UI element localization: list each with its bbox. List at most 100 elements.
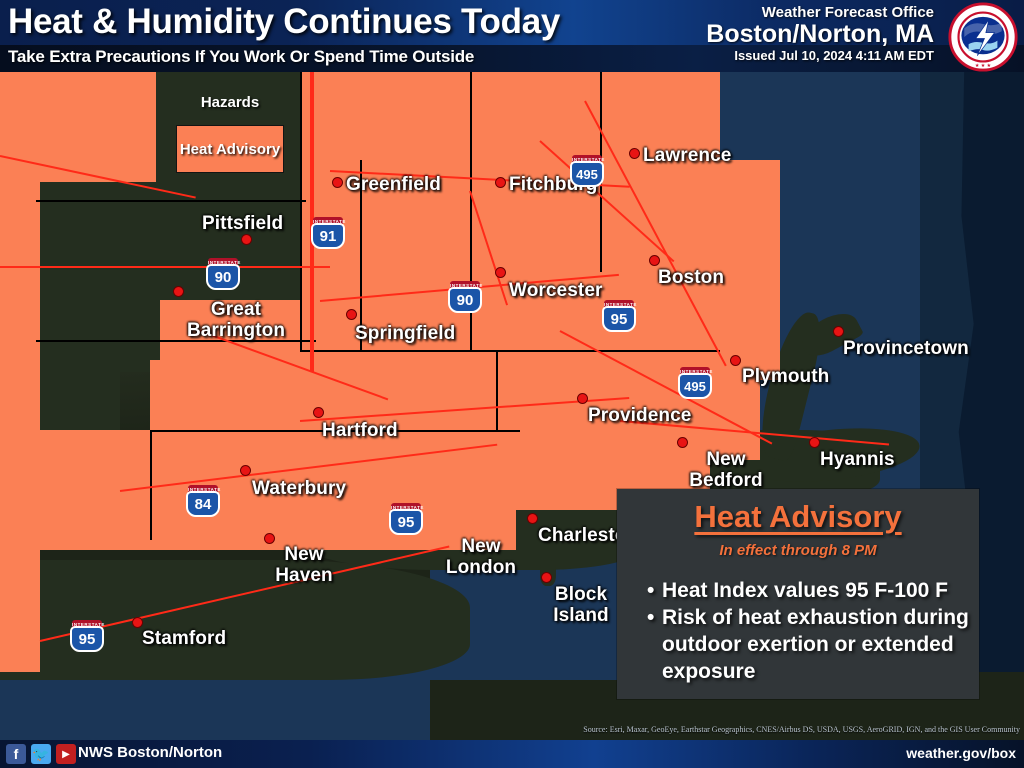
- city-label: Waterbury: [252, 478, 347, 499]
- city-label: Lawrence: [643, 145, 732, 166]
- city-dot: [241, 466, 250, 475]
- city-label: Block Island: [553, 584, 609, 626]
- city-dot: [333, 178, 342, 187]
- city-dot: [133, 618, 142, 627]
- city-label: New Bedford: [689, 449, 763, 491]
- office-name: Boston/Norton, MA: [706, 20, 934, 48]
- city-label: Pittsfield: [202, 213, 284, 234]
- city-label: Hyannis: [820, 449, 895, 470]
- social-icons: f 🐦 ▶: [6, 744, 76, 764]
- city-label: Providence: [588, 405, 692, 426]
- city-label: Greenfield: [346, 174, 441, 195]
- interstate-shield-icon: INTERSTATE 90: [448, 281, 482, 313]
- interstate-shield-icon: INTERSTATE 84: [186, 485, 220, 517]
- city-dot: [265, 534, 274, 543]
- shield-banner: INTERSTATE: [313, 217, 346, 226]
- shield-number: 90: [206, 264, 240, 290]
- shield-banner: INTERSTATE: [72, 620, 105, 629]
- shield-banner: INTERSTATE: [604, 300, 637, 309]
- border-county-g: [360, 160, 362, 350]
- city-dot: [496, 268, 505, 277]
- twitter-icon[interactable]: 🐦: [31, 744, 51, 764]
- shield-number: 95: [389, 509, 423, 535]
- city-dot: [834, 327, 843, 336]
- interstate-shield-icon: INTERSTATE 95: [602, 300, 636, 332]
- shield-number: 95: [602, 306, 636, 332]
- city-dot: [810, 438, 819, 447]
- advisory-info-panel: Heat Advisory In effect through 8 PM Hea…: [617, 489, 979, 699]
- city-label: New London: [445, 536, 517, 578]
- border-ct-ri: [496, 352, 498, 432]
- city-dot: [630, 149, 639, 158]
- page-subtitle: Take Extra Precautions If You Work Or Sp…: [8, 47, 475, 66]
- footer-url[interactable]: weather.gov/box: [906, 745, 1016, 761]
- interstate-shield-icon: INTERSTATE 90: [206, 258, 240, 290]
- advisory-bullet-list: Heat Index values 95 F-100 FRisk of heat…: [647, 577, 979, 685]
- city-label: Provincetown: [843, 338, 969, 359]
- advisory-area-west: [0, 72, 40, 672]
- advisory-subhead: In effect through 8 PM: [719, 542, 877, 559]
- youtube-icon[interactable]: ▶: [56, 744, 76, 764]
- interstate-shield-icon: INTERSTATE 91: [311, 217, 345, 249]
- shield-number: 91: [311, 223, 345, 249]
- issued-timestamp: Issued Jul 10, 2024 4:11 AM EDT: [734, 48, 934, 63]
- city-dot: [578, 394, 587, 403]
- footer-account[interactable]: NWS Boston/Norton: [78, 744, 223, 761]
- shield-number: 84: [186, 491, 220, 517]
- shield-banner: INTERSTATE: [391, 503, 424, 512]
- shield-number: 95: [70, 626, 104, 652]
- footer-bar: f 🐦 ▶ NWS Boston/Norton weather.gov/box: [0, 740, 1024, 768]
- border-county-f: [150, 430, 152, 540]
- svg-text:★ ★ ★: ★ ★ ★: [975, 63, 992, 69]
- facebook-icon[interactable]: f: [6, 744, 26, 764]
- office-label: Weather Forecast Office: [761, 4, 934, 21]
- city-dot: [542, 573, 551, 582]
- interstate-shield-icon: INTERSTATE 495: [678, 367, 712, 399]
- city-label: Great Barrington: [186, 299, 286, 341]
- city-label: Stamford: [142, 628, 227, 649]
- legend-title: Hazards: [200, 94, 260, 111]
- city-label: New Haven: [275, 544, 333, 586]
- shield-number: 495: [678, 373, 712, 399]
- shield-number: 90: [448, 287, 482, 313]
- city-dot: [678, 438, 687, 447]
- city-dot: [174, 287, 183, 296]
- shield-banner: INTERSTATE: [572, 155, 605, 164]
- city-dot: [242, 235, 251, 244]
- city-label: Boston: [658, 267, 725, 288]
- advisory-bullet: Heat Index values 95 F-100 F: [647, 577, 979, 604]
- advisory-headline: Heat Advisory: [694, 499, 902, 534]
- border-ma-ct-ri: [300, 350, 720, 352]
- city-label: Springfield: [355, 323, 456, 344]
- city-dot: [650, 256, 659, 265]
- border-county-b: [470, 72, 472, 352]
- city-dot: [528, 514, 537, 523]
- city-label: Worcester: [509, 280, 603, 301]
- city-label: Hartford: [322, 420, 398, 441]
- border-county-d: [36, 200, 306, 202]
- interstate-shield-icon: INTERSTATE 95: [389, 503, 423, 535]
- shield-banner: INTERSTATE: [680, 367, 713, 376]
- legend-swatch-heat-advisory[interactable]: Heat Advisory: [176, 125, 284, 173]
- interstate-shield-icon: INTERSTATE 495: [570, 155, 604, 187]
- forecast-office-block: Weather Forecast Office Boston/Norton, M…: [706, 4, 934, 63]
- border-county-a: [300, 72, 302, 352]
- shield-banner: INTERSTATE: [208, 258, 241, 267]
- city-dot: [314, 408, 323, 417]
- interstate-shield-icon: INTERSTATE 95: [70, 620, 104, 652]
- shield-number: 495: [570, 161, 604, 187]
- city-label: Plymouth: [742, 366, 830, 387]
- advisory-area-nw: [36, 72, 156, 182]
- subheader-bar: [0, 45, 1024, 72]
- source-credit: Source: Esri, Maxar, GeoEye, Earthstar G…: [583, 725, 1020, 734]
- highway-i90-west: [0, 266, 330, 268]
- nws-logo: ★ ★ ★: [944, 1, 1022, 73]
- highway-i91: [310, 72, 314, 372]
- advisory-bullet: Risk of heat exhaustion during outdoor e…: [647, 604, 979, 685]
- border-county-e: [150, 430, 520, 432]
- shield-banner: INTERSTATE: [450, 281, 483, 290]
- hazards-legend: Hazards Heat Advisory: [176, 94, 284, 173]
- legend-swatch-label: Heat Advisory: [179, 140, 281, 158]
